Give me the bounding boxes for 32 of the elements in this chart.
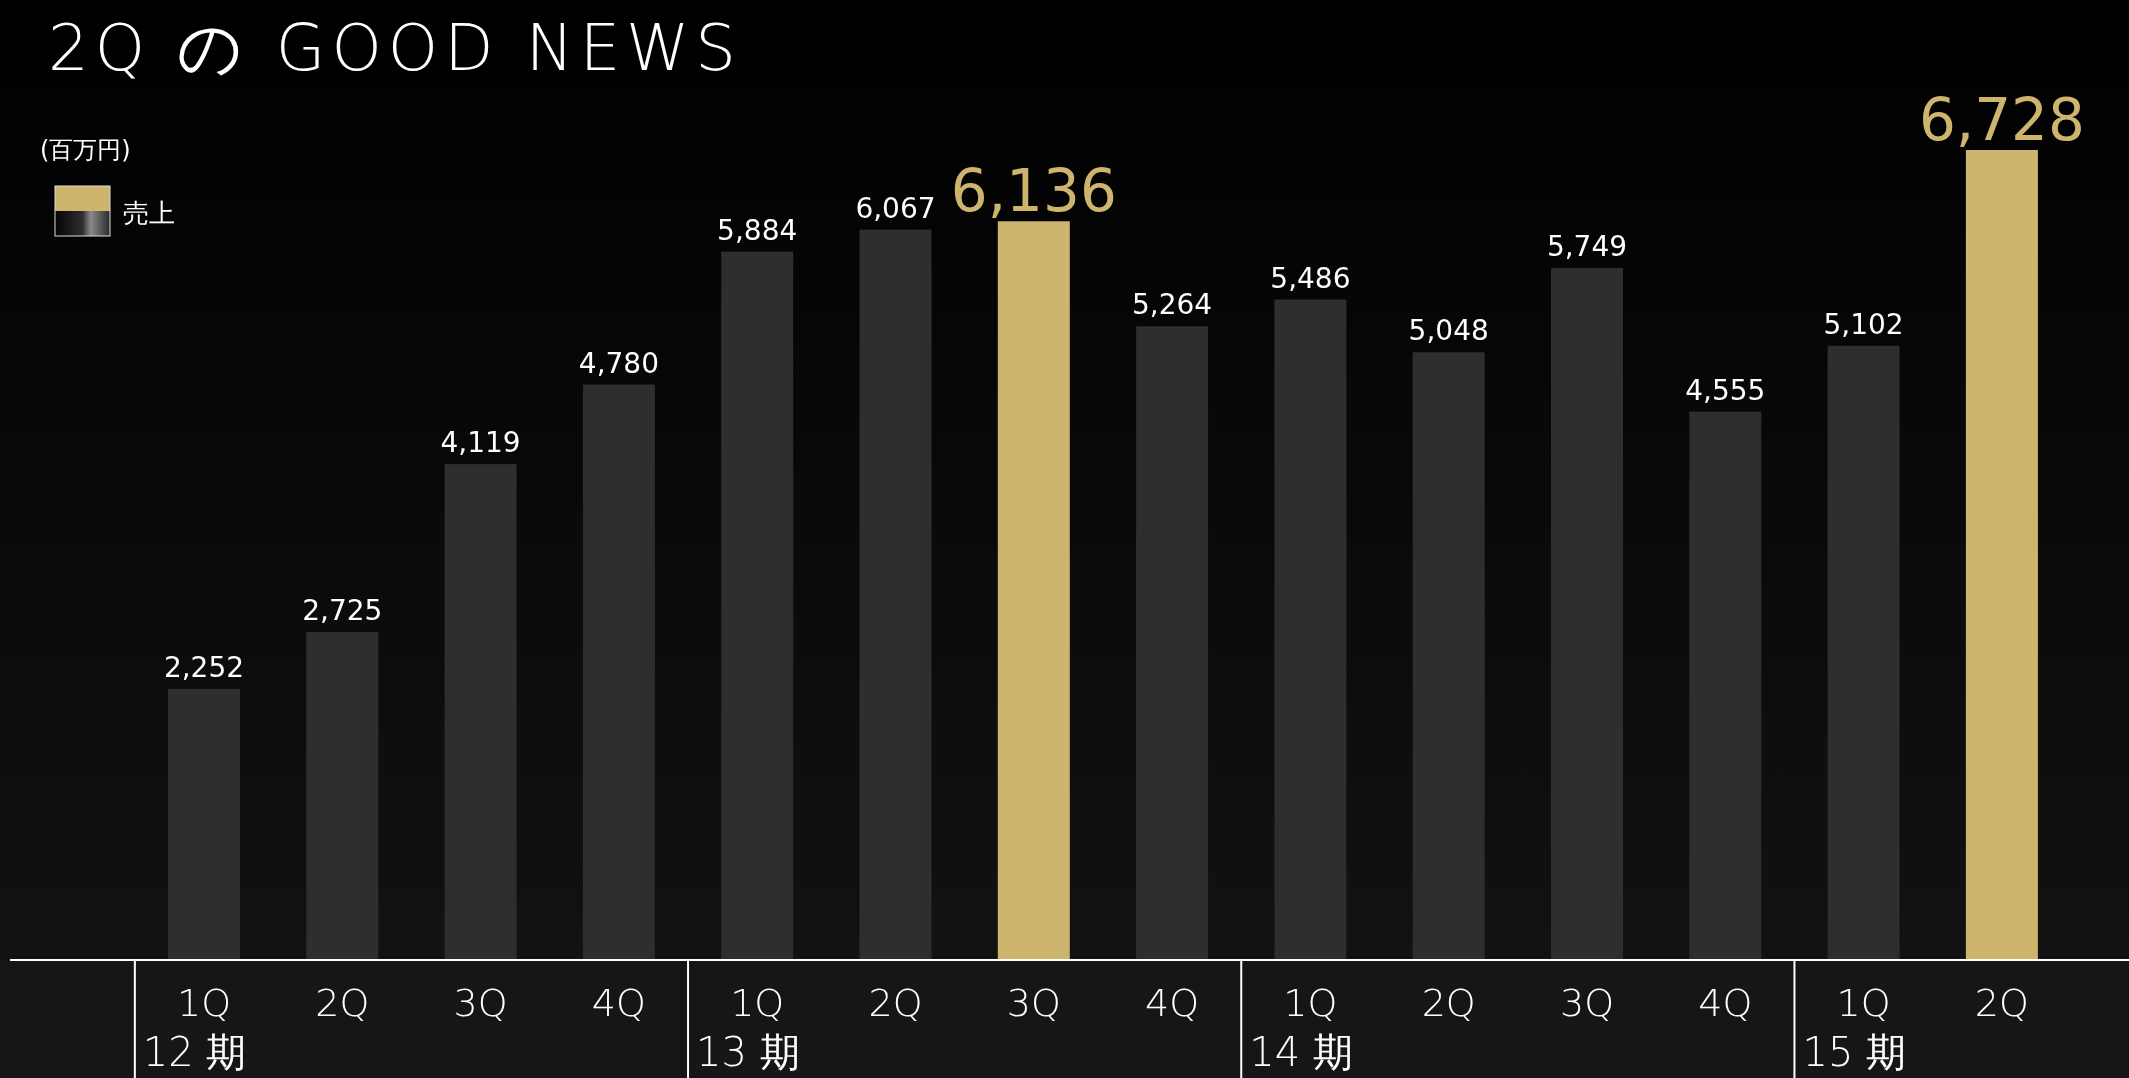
data-label: 5,102 — [1823, 307, 1904, 341]
legend-label: 売上 — [123, 198, 175, 228]
x-tick-label: 2Q — [868, 981, 923, 1025]
data-label: 4,119 — [440, 426, 521, 460]
x-tick-label: 4Q — [1698, 981, 1753, 1025]
x-tick-label: 1Q 13 期 — [696, 981, 800, 1075]
y-axis-title: (百万円) — [40, 136, 131, 164]
data-label: 2,252 — [163, 650, 245, 684]
x-tick-label: 2Q — [315, 981, 370, 1025]
data-label: 5,264 — [1132, 288, 1213, 322]
chart-title: 2Q の GOOD NEWS — [48, 11, 742, 85]
legend: 売上 — [54, 185, 175, 237]
x-tick-label: 1Q 14 期 — [1249, 981, 1353, 1075]
x-tick-label: 1Q 12 期 — [142, 981, 247, 1075]
data-label: 6,136 — [950, 157, 1117, 226]
data-label: 4,555 — [1685, 373, 1766, 407]
data-label: 5,486 — [1270, 261, 1351, 295]
data-label: 4,780 — [578, 346, 659, 380]
x-tick-label: 4Q — [1145, 981, 1200, 1025]
x-tick-label: 4Q — [591, 981, 646, 1025]
data-label: 5,048 — [1408, 314, 1489, 348]
data-label: 5,884 — [717, 213, 798, 247]
x-tick-label: 3Q — [453, 981, 508, 1025]
x-tick-label: 3Q — [1006, 981, 1061, 1025]
data-label: 2,725 — [302, 593, 383, 627]
data-label: 5,749 — [1546, 229, 1628, 263]
data-label: 6,067 — [855, 191, 936, 225]
data-label: 6,728 — [1918, 86, 2085, 154]
x-tick-label: 3Q — [1559, 981, 1615, 1025]
x-tick-label: 1Q 15 期 — [1802, 981, 1907, 1075]
x-tick-label: 2Q — [1421, 981, 1476, 1025]
x-tick-label: 2Q — [1974, 981, 2029, 1025]
